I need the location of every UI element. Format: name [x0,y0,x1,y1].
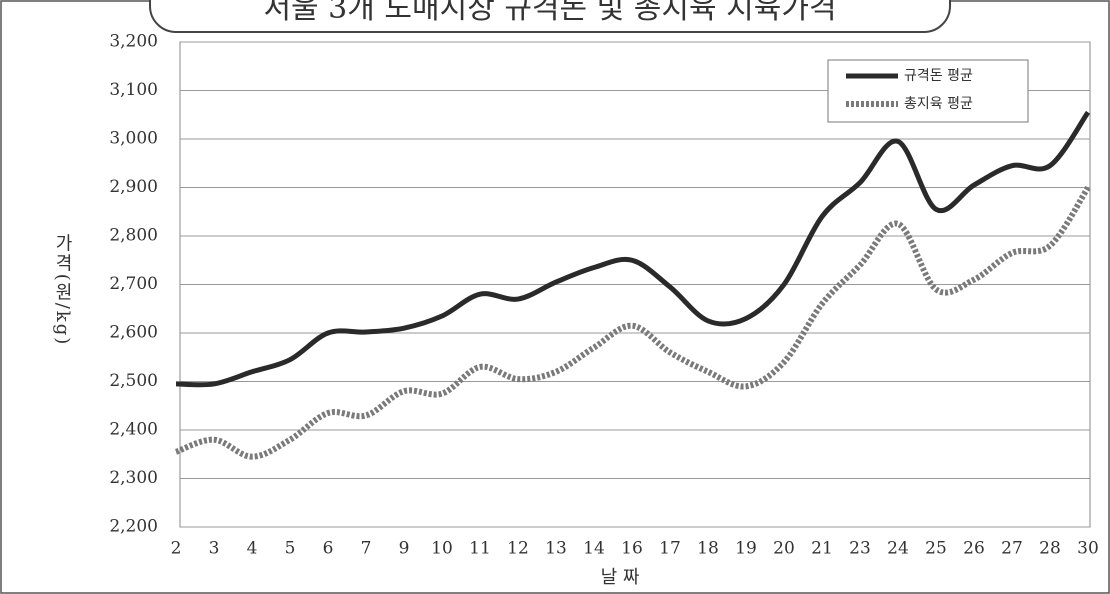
x-tick-label: 16 [621,539,643,559]
x-tick-label: 23 [849,539,871,559]
x-tick-label: 25 [925,539,947,559]
x-tick-label: 21 [811,539,833,559]
y-tick-label: 2,200 [109,517,158,537]
x-axis-label: 날 짜 [601,567,640,588]
x-tick-label: 5 [285,539,296,559]
x-tick-label: 6 [323,539,334,559]
x-tick-label: 4 [247,539,258,559]
y-tick-label: 2,700 [109,274,158,294]
x-tick-label: 13 [545,539,567,559]
y-tick-label: 2,300 [109,468,158,488]
y-tick-label: 3,200 [109,32,158,52]
x-tick-label: 3 [209,539,220,559]
x-tick-label: 9 [399,539,410,559]
title-box [149,0,951,33]
x-tick-label: 27 [1001,539,1023,559]
x-tick-label: 19 [735,539,757,559]
line-series [175,110,1091,388]
x-tick-label: 20 [773,539,795,559]
y-tick-label: 3,100 [109,80,158,100]
y-tick-label: 2,800 [109,226,158,246]
x-tick-label: 10 [431,539,453,559]
legend-box [827,59,1029,123]
y-tick-label: 3,000 [109,129,158,149]
x-tick-label: 28 [1039,539,1061,559]
y-tick-label: 2,900 [109,177,158,197]
chart-title: 서울 3개 도매시장 규격돈 및 총지육 지육가격 [263,0,836,26]
x-tick-label: 18 [697,539,719,559]
y-tick-label: 2,600 [109,323,158,343]
x-tick-label: 26 [963,539,985,559]
x-tick-label: 7 [361,539,372,559]
x-tick-label: 12 [507,539,529,559]
x-tick-label: 30 [1077,539,1099,559]
y-tick-label: 2,400 [109,420,158,440]
line-series [174,185,1091,460]
x-tick-label: 2 [171,539,182,559]
y-tick-label: 2,500 [109,371,158,391]
legend-label: 규격돈 평균 [904,68,973,84]
y-axis-label: 가격(원/kg) [52,234,73,347]
x-tick-label: 17 [659,539,681,559]
legend-label: 총지육 평균 [904,96,973,112]
x-tick-label: 24 [887,539,909,559]
x-tick-label: 11 [469,539,491,559]
x-tick-label: 14 [583,539,605,559]
